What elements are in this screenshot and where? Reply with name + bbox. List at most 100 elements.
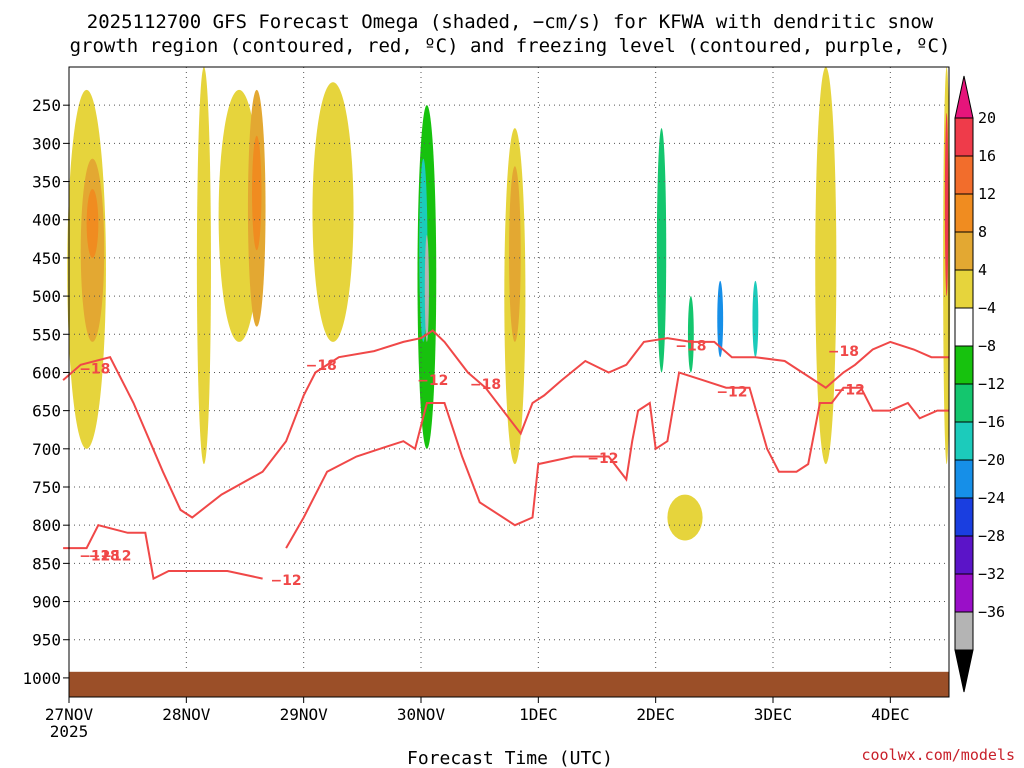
colorbar-label-13: −36 xyxy=(978,603,1005,621)
omega-shading xyxy=(67,66,951,602)
colorbar-swatch-2 xyxy=(954,193,974,233)
colorbar-label-1: 16 xyxy=(978,147,996,165)
x-tick-label-5: 2DEC xyxy=(636,705,675,724)
shade-region-22 xyxy=(752,280,759,358)
colorbar-swatch-11 xyxy=(954,535,974,575)
contour-label-12: −12 xyxy=(100,549,131,565)
colorbar-swatch-4 xyxy=(954,269,974,309)
colorbar-label-3: 8 xyxy=(978,223,987,241)
y-tick-label-950: 950 xyxy=(32,631,61,650)
shade-region-7 xyxy=(312,82,354,342)
contour-label-9: −18 xyxy=(828,344,859,360)
contour-minus12a xyxy=(63,524,263,581)
shade-region-6 xyxy=(252,135,262,251)
y-tick-label-350: 350 xyxy=(32,173,61,192)
shade-region-15 xyxy=(508,166,521,342)
plot-frame xyxy=(68,66,950,698)
ground-fill xyxy=(69,671,949,697)
shade-region-23 xyxy=(815,66,837,465)
colorbar-swatch-12 xyxy=(954,573,974,613)
contour-minus18 xyxy=(62,329,949,519)
shade-region-18 xyxy=(656,128,667,373)
colorbar-label-4: 4 xyxy=(978,261,987,279)
colorbar-label-0: 20 xyxy=(978,109,996,127)
colorbar-label-12: −32 xyxy=(978,565,1005,583)
colorbar-bottom-arrow xyxy=(954,649,974,693)
y-tick-label-250: 250 xyxy=(32,96,61,115)
shade-region-25 xyxy=(944,112,949,297)
colorbar-swatch-0 xyxy=(954,117,974,157)
temperature-contours: −18−12−18−12−12 −18−12−18−12−18−12−18−12 xyxy=(62,329,949,589)
y-tick-label-400: 400 xyxy=(32,211,61,230)
contour-label-0: −18 xyxy=(79,362,110,378)
shade-region-27 xyxy=(667,494,703,541)
contour-label-10: −12 xyxy=(834,382,865,398)
shade-region-2 xyxy=(86,189,99,258)
grid-lines xyxy=(69,67,949,697)
y-tick-label-800: 800 xyxy=(32,516,61,535)
x-axis: 27NOV 28NOV 29NOV 30NOV 1DEC 2DEC 3DEC 4DEC xyxy=(45,697,910,724)
x-tick-label-1: 28NOV xyxy=(162,705,211,724)
colorbar-swatch-13 xyxy=(954,611,974,651)
colorbar: 20 16 12 8 4 −4 −8 −12 −16 −20 −24 −28 −32 −36 xyxy=(954,75,1005,693)
shade-region-12 xyxy=(379,143,392,449)
x-axis-label: Forecast Time (UTC) xyxy=(407,748,613,768)
colorbar-label-10: −24 xyxy=(978,489,1005,507)
chart-title-line2: growth region (contoured, red, ºC) and f… xyxy=(70,35,951,57)
y-axis: 250 300 350 400 450 500 550 600 650 700 750 800 850 9… xyxy=(22,96,69,688)
y-tick-label-900: 900 xyxy=(32,593,61,612)
colorbar-label-11: −28 xyxy=(978,527,1005,545)
colorbar-swatch-10 xyxy=(954,497,974,537)
colorbar-swatch-3 xyxy=(954,231,974,271)
contour-label-1: −12 xyxy=(79,549,110,565)
x-tick-label-6: 3DEC xyxy=(754,705,793,724)
shade-region-16 xyxy=(622,67,631,449)
x-tick-label-3: 30NOV xyxy=(397,705,446,724)
colorbar-swatch-8 xyxy=(954,421,974,461)
contour-label-4: −12 xyxy=(417,373,448,389)
colorbar-swatch-5 xyxy=(954,307,974,347)
colorbar-top-arrow xyxy=(954,75,974,119)
contour-label-8: −12 xyxy=(716,385,747,401)
contour-minus12b xyxy=(285,371,949,549)
shade-region-26 xyxy=(906,219,921,235)
contour-label-3: −12 xyxy=(270,573,301,589)
contour-label-6: −12 xyxy=(587,451,618,467)
shade-region-19 xyxy=(693,89,735,403)
shade-region-11 xyxy=(424,235,429,342)
ground-layer xyxy=(69,671,949,697)
y-tick-label-500: 500 xyxy=(32,287,61,306)
shade-region-3 xyxy=(196,66,211,465)
contour-label-2: −18 xyxy=(306,358,337,374)
colorbar-label-9: −20 xyxy=(978,451,1005,469)
x-axis-year: 2025 xyxy=(50,722,89,741)
shade-region-13 xyxy=(435,280,454,602)
x-tick-label-0: 27NOV xyxy=(45,705,94,724)
colorbar-swatch-6 xyxy=(954,345,974,385)
contour-label-7: −18 xyxy=(675,339,706,355)
colorbar-label-7: −12 xyxy=(978,375,1005,393)
colorbar-label-6: −8 xyxy=(978,337,996,355)
shade-region-20 xyxy=(687,296,694,373)
y-tick-label-450: 450 xyxy=(32,249,61,268)
x-tick-label-2: 29NOV xyxy=(280,705,329,724)
y-tick-label-1000: 1000 xyxy=(22,669,61,688)
contour-label-11: −18 xyxy=(89,549,120,565)
y-tick-label-300: 300 xyxy=(32,134,61,153)
y-tick-label-750: 750 xyxy=(32,478,61,497)
y-tick-label-650: 650 xyxy=(32,402,61,421)
shade-region-21 xyxy=(717,280,724,358)
x-tick-label-7: 4DEC xyxy=(871,705,910,724)
y-tick-label-600: 600 xyxy=(32,363,61,382)
colorbar-swatch-7 xyxy=(954,383,974,423)
chart-title-line1: 2025112700 GFS Forecast Omega (shaded, −… xyxy=(87,11,934,33)
y-tick-label-850: 850 xyxy=(32,554,61,573)
colorbar-label-5: −4 xyxy=(978,299,996,317)
contour-label-5: −18 xyxy=(470,377,501,393)
credit-text: coolwx.com/models xyxy=(861,746,1015,764)
colorbar-label-8: −16 xyxy=(978,413,1005,431)
colorbar-label-2: 12 xyxy=(978,185,996,203)
colorbar-swatch-1 xyxy=(954,155,974,195)
x-tick-label-4: 1DEC xyxy=(519,705,558,724)
